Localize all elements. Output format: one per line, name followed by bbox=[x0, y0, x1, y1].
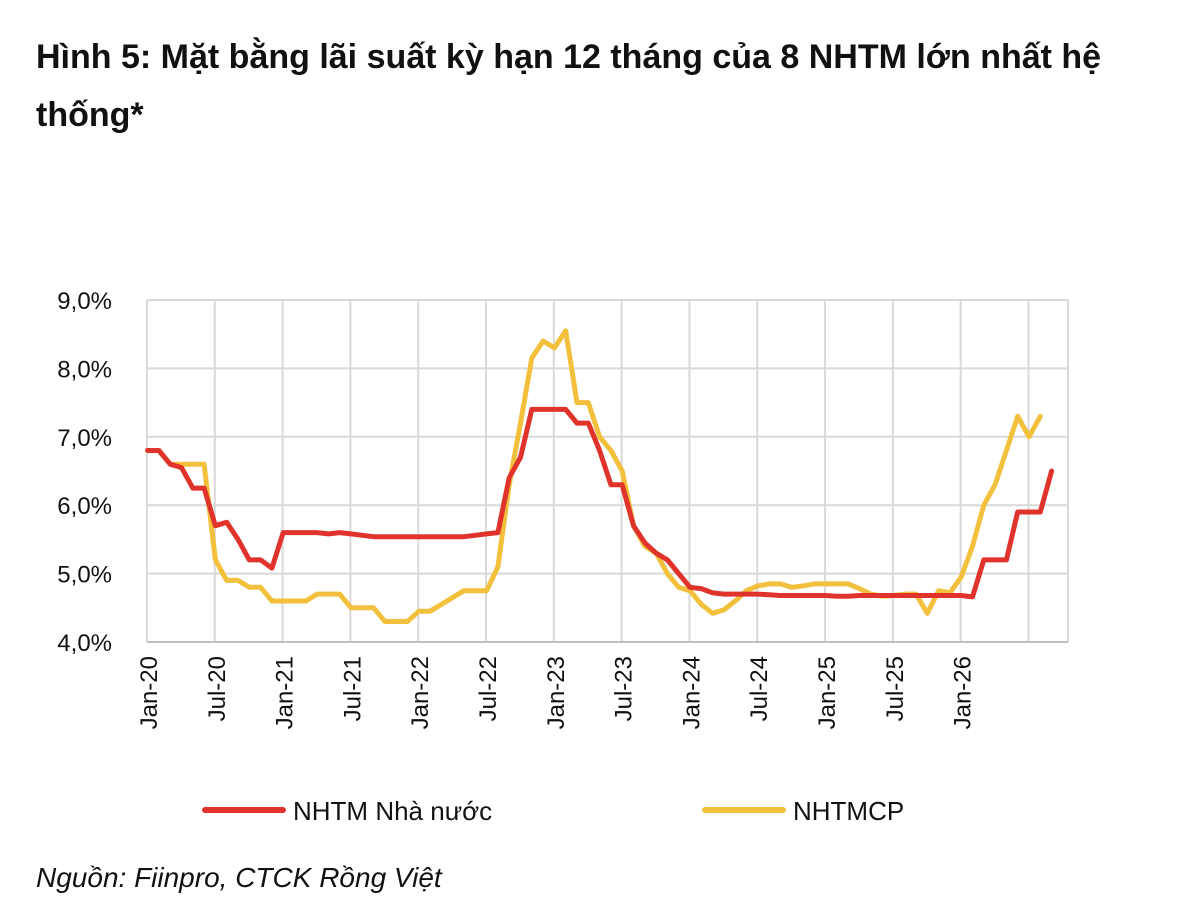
legend-label-1: NHTM Nhà nước bbox=[293, 796, 492, 826]
y-axis-ticks: 4,0% 5,0% 6,0% 7,0% 8,0% 9,0% bbox=[57, 288, 112, 657]
x-tick-label: Jan-21 bbox=[272, 656, 299, 729]
x-tick-label: Jan-24 bbox=[678, 656, 705, 729]
legend-label-2: NHTMCP bbox=[793, 796, 904, 826]
x-tick-label: Jul-20 bbox=[204, 656, 231, 721]
series-line-2 bbox=[145, 328, 1043, 624]
y-tick-label: 5,0% bbox=[57, 562, 112, 589]
y-tick-label: 8,0% bbox=[57, 356, 112, 383]
series-line-1 bbox=[145, 406, 1055, 600]
x-tick-label: Jan-25 bbox=[814, 656, 841, 729]
chart-series bbox=[145, 328, 1055, 624]
x-tick-label: Jan-20 bbox=[136, 656, 163, 729]
x-tick-label: Jan-26 bbox=[950, 656, 977, 729]
x-tick-label: Jan-22 bbox=[407, 656, 434, 729]
y-tick-label: 9,0% bbox=[57, 288, 112, 315]
x-axis-ticks: Jan-20 Jul-20 Jan-21 Jul-21 Jan-22 Jul-22 Jan-… bbox=[136, 656, 977, 729]
chart-title: Hình 5: Mặt bằng lãi suất kỳ hạn 12 thán… bbox=[36, 38, 1102, 134]
x-tick-label: Jul-23 bbox=[611, 656, 638, 721]
y-tick-label: 4,0% bbox=[57, 630, 112, 657]
x-tick-label: Jul-25 bbox=[882, 656, 909, 721]
x-tick-label: Jul-22 bbox=[475, 656, 502, 721]
x-tick-label: Jul-21 bbox=[339, 656, 366, 721]
chart-legend: NHTM Nhà nước NHTMCP bbox=[202, 796, 904, 826]
source-note: Nguồn: Fiinpro, CTCK Rồng Việt bbox=[36, 862, 442, 893]
y-tick-label: 7,0% bbox=[57, 425, 112, 452]
x-tick-label: Jul-24 bbox=[746, 656, 773, 721]
x-tick-label: Jan-23 bbox=[543, 656, 570, 729]
y-tick-label: 6,0% bbox=[57, 493, 112, 520]
